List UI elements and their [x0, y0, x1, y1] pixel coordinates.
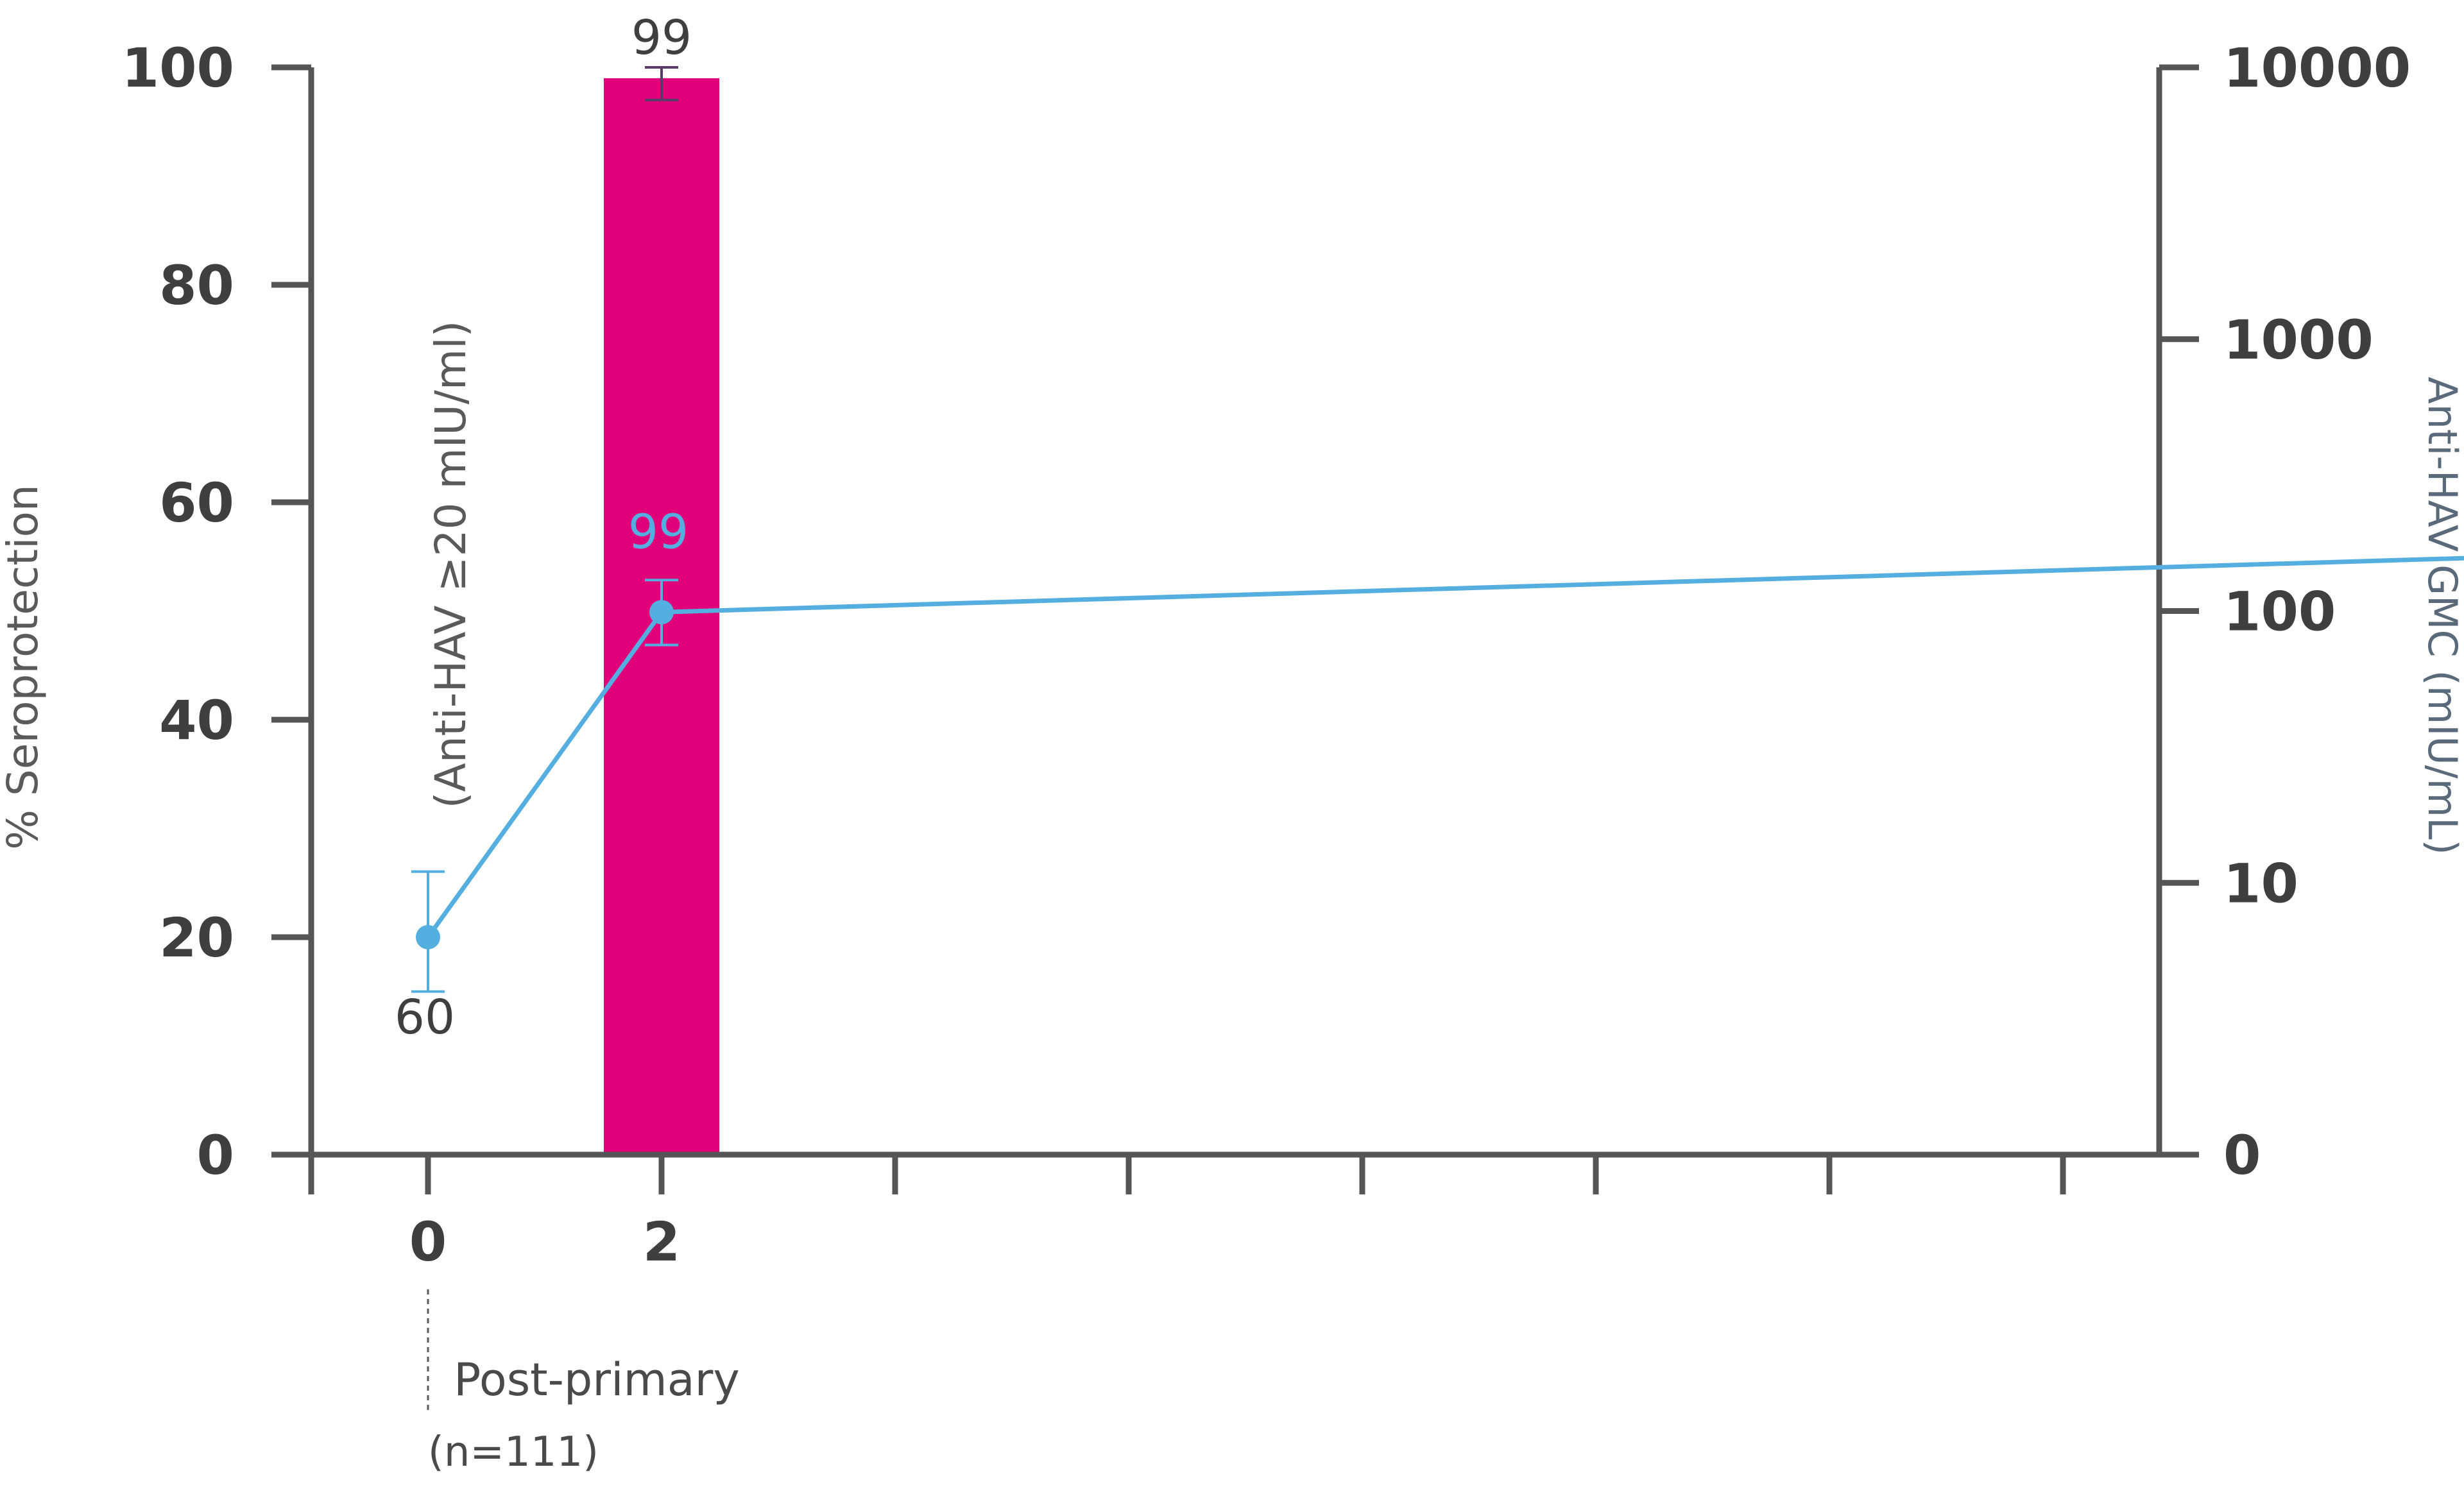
gmc-point: [649, 600, 674, 625]
gmc-point: [416, 925, 440, 949]
x-tick-label: 0: [409, 1210, 447, 1273]
y-axis-title-right: Anti-HAV GMC (mIU/mL): [2419, 377, 2464, 855]
gmc-value-label: 99: [628, 504, 689, 559]
y-axis-title-left: % Seroprotection: [0, 484, 47, 849]
gmc-line-series: [411, 556, 2464, 993]
group-n-label: (n=111): [428, 1429, 599, 1476]
bar-annotation: (Anti-HAV ≥20 mIU/ml): [426, 321, 475, 808]
chart-axes: [271, 64, 2199, 1414]
y-tick-label-left: 0: [197, 1124, 234, 1187]
y-tick-label-right: 10: [2223, 852, 2298, 915]
y-tick-label-left: 60: [159, 471, 234, 534]
group-label-line: Post-primary: [454, 1353, 740, 1406]
y-tick-label-left: 100: [122, 37, 234, 99]
x-tick-label: 2: [643, 1210, 680, 1273]
y-tick-label-left: 80: [159, 254, 234, 317]
y-tick-label-right: 1000: [2223, 309, 2374, 371]
y-tick-label-right: 10000: [2223, 37, 2411, 99]
y-tick-label-right: 0: [2223, 1124, 2261, 1187]
y-tick-label-right: 100: [2223, 581, 2336, 643]
gmc-value-label: 60: [395, 990, 455, 1045]
chart-labels: 9910010002040608010001010010001000002242…: [122, 10, 2411, 1476]
y-tick-label-left: 20: [159, 906, 234, 969]
y-tick-label-left: 40: [159, 689, 234, 752]
bar-value-label: 99: [631, 10, 692, 65]
gmc-line-path: [426, 556, 2464, 939]
